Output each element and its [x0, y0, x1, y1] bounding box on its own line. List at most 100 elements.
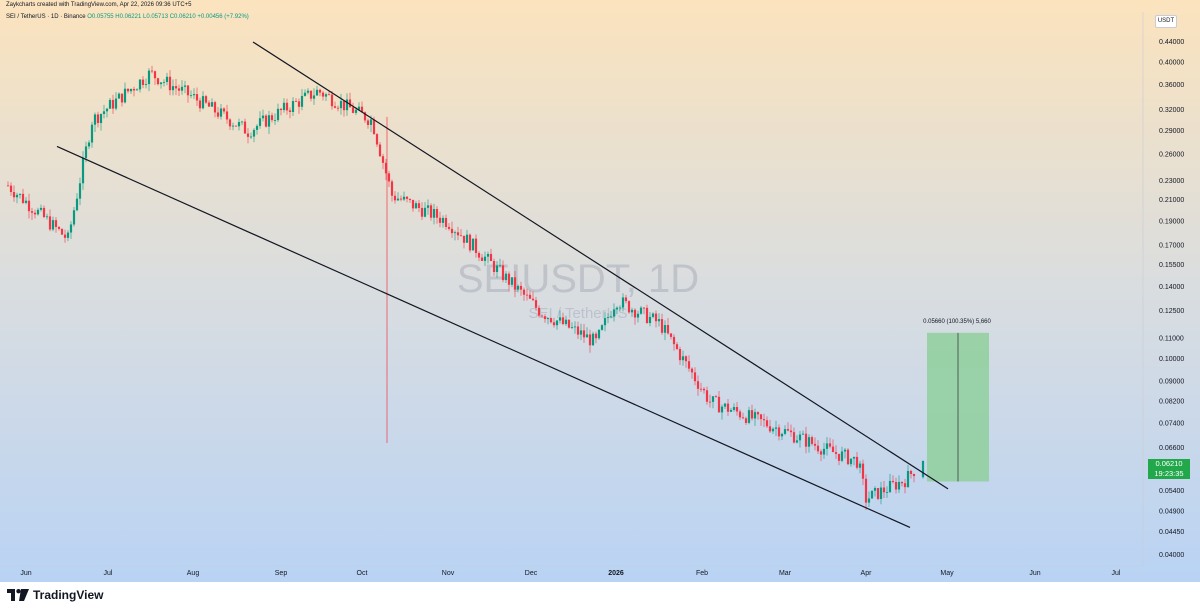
candle-body: [303, 92, 307, 96]
time-tick-label: Jul: [104, 570, 113, 577]
measure-label: 0.05660 (100.35%) 5,660: [923, 319, 991, 325]
candle-body: [15, 194, 19, 198]
candle-body: [594, 333, 598, 339]
candle-body: [294, 101, 298, 102]
time-tick-label: Oct: [357, 570, 368, 577]
candle-body: [828, 443, 832, 447]
candle-body: [123, 88, 127, 103]
price-tick-label: 0.19000: [1159, 219, 1184, 226]
candle-body: [369, 119, 373, 125]
candle-body: [270, 115, 274, 121]
currency-selector[interactable]: USDT: [1155, 15, 1177, 28]
candle-body: [495, 265, 499, 273]
chart-attribution: Zaykcharts created with TradingView.com,…: [6, 2, 192, 8]
candle-body: [258, 118, 262, 126]
candle-body: [882, 487, 886, 493]
candle-body: [261, 115, 265, 119]
candle-body: [720, 406, 724, 413]
candle-body: [528, 294, 532, 299]
time-tick-label: Jul: [1112, 570, 1121, 577]
candle-body: [477, 253, 481, 258]
candle-body: [849, 458, 853, 465]
candle-body: [234, 125, 238, 127]
candle-body: [744, 418, 748, 423]
upper-trendline[interactable]: [252, 41, 949, 490]
candle-body: [600, 325, 604, 330]
candle-body: [105, 108, 109, 112]
candle-body: [150, 70, 154, 72]
candle-body: [603, 318, 607, 326]
candle-body: [351, 107, 355, 113]
candle-body: [783, 429, 787, 434]
tradingview-logo[interactable]: TradingView: [7, 588, 103, 602]
lower-trendline[interactable]: [56, 145, 911, 528]
candle-body: [774, 427, 778, 429]
candle-body: [525, 294, 529, 296]
price-chart[interactable]: SEIUSDT, 1D SEI / TetherUS 0.440000.4000…: [0, 0, 1200, 582]
price-tick-label: 0.26000: [1159, 152, 1184, 159]
candle-body: [111, 99, 115, 109]
price-tick-label: 0.17000: [1159, 242, 1184, 249]
candle-body: [522, 289, 526, 295]
candle-body: [315, 89, 319, 96]
brand-name: TradingView: [33, 588, 104, 602]
candle-body: [630, 309, 634, 313]
price-tick-label: 0.12500: [1159, 308, 1184, 315]
candle-body: [777, 427, 781, 437]
candle-body: [168, 76, 172, 91]
candle-body: [837, 453, 841, 461]
candle-body: [753, 412, 757, 419]
price-tick-label: 0.36000: [1159, 82, 1184, 89]
candle-body: [375, 134, 379, 145]
candle-body: [18, 193, 22, 195]
candle-body: [204, 96, 208, 103]
candle-body: [705, 390, 709, 402]
time-tick-label: Feb: [696, 570, 708, 577]
price-tick-label: 0.09000: [1159, 379, 1184, 386]
candle-body: [903, 483, 907, 488]
candle-body: [243, 121, 247, 134]
candle-body: [39, 207, 43, 210]
candle-body: [273, 120, 277, 121]
candle-body: [165, 76, 169, 83]
candle-body: [252, 129, 256, 137]
candle-body: [141, 79, 145, 85]
price-axis[interactable]: 0.44000 0.40000 0.36000 0.32000 0.29000 0.260…: [1159, 39, 1184, 559]
candle-body: [267, 115, 271, 127]
candle-body: [159, 82, 163, 85]
price-tick-label: 0.05400: [1159, 488, 1184, 495]
candle-body: [747, 410, 751, 423]
candle-body: [306, 90, 310, 93]
candle-body: [246, 133, 250, 137]
candle-body: [609, 316, 613, 318]
legend-open: O0.05755: [87, 14, 114, 20]
time-axis[interactable]: Jun Jul Aug Sep Oct Nov Dec 2026 Feb Mar Apr May Jun…: [20, 570, 1121, 577]
candle-body: [807, 437, 811, 447]
candle-body: [534, 300, 538, 308]
candle-body: [93, 114, 97, 125]
candle-body: [153, 71, 157, 79]
time-tick-label: Apr: [861, 570, 873, 577]
candle-body: [507, 273, 511, 285]
measure-tool[interactable]: 0.05660 (100.35%) 5,660: [923, 319, 992, 482]
candle-body: [852, 456, 856, 459]
candle-body: [555, 320, 559, 326]
legend-symbol: SEI / TetherUS · 1D · Binance: [6, 14, 86, 20]
candle-body: [627, 301, 631, 313]
price-tick-label: 0.04000: [1159, 552, 1184, 559]
candle-body: [780, 433, 784, 437]
candle-body: [282, 102, 286, 111]
candle-body: [657, 319, 661, 322]
candle-body: [324, 94, 328, 97]
candle-body: [48, 216, 52, 230]
candle-body: [621, 297, 625, 308]
candle-body: [231, 125, 235, 127]
candle-body: [819, 451, 823, 455]
candle-body: [69, 224, 73, 233]
candlestick-series: [6, 65, 925, 511]
candle-body: [459, 235, 463, 237]
candle-body: [414, 203, 418, 209]
bar-countdown: 19:23:35: [1154, 469, 1184, 478]
candle-body: [825, 443, 829, 449]
last-price-value: 0.06210: [1155, 459, 1183, 468]
